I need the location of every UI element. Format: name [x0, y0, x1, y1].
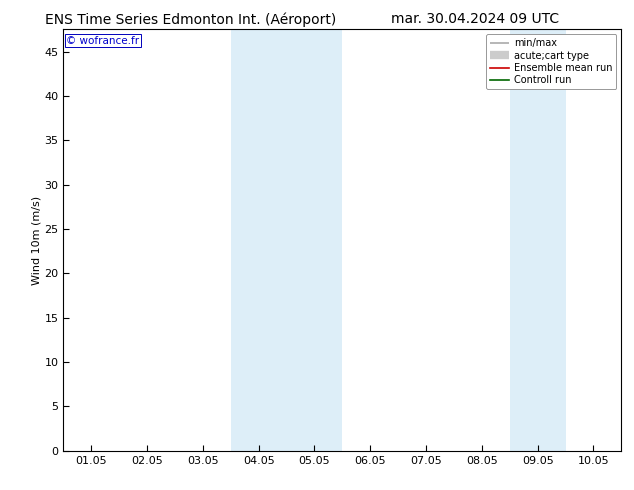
Text: © wofrance.fr: © wofrance.fr — [66, 36, 139, 46]
Y-axis label: Wind 10m (m/s): Wind 10m (m/s) — [32, 196, 42, 285]
Text: ENS Time Series Edmonton Int. (Aéroport): ENS Time Series Edmonton Int. (Aéroport) — [44, 12, 336, 27]
Bar — [231, 29, 342, 451]
Bar — [510, 29, 566, 451]
Legend: min/max, acute;cart type, Ensemble mean run, Controll run: min/max, acute;cart type, Ensemble mean … — [486, 34, 616, 89]
Text: mar. 30.04.2024 09 UTC: mar. 30.04.2024 09 UTC — [391, 12, 560, 26]
